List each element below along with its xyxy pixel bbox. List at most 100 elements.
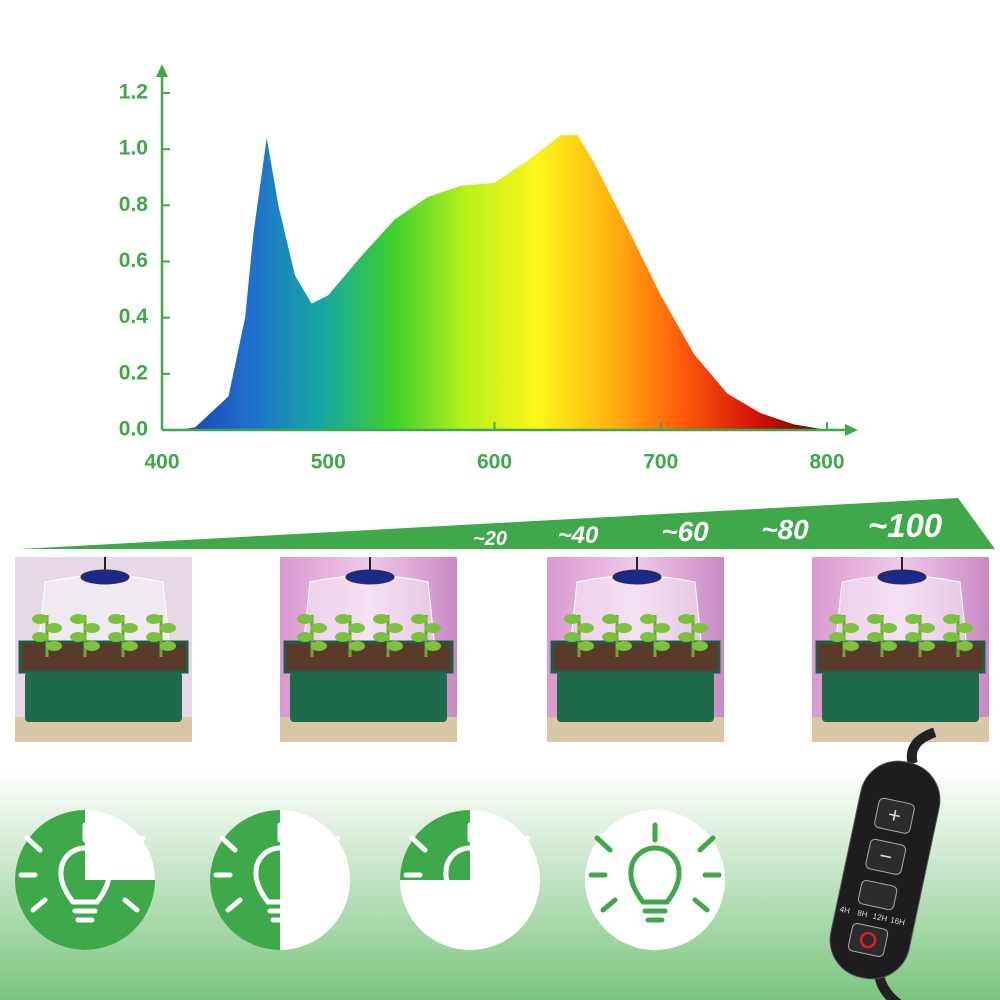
leaf	[905, 614, 921, 624]
y-tick-label: 1.0	[119, 137, 148, 160]
lamp	[345, 569, 395, 585]
leaf	[146, 632, 162, 642]
leaf	[829, 632, 845, 642]
ray	[507, 897, 525, 913]
y-tick-label: 1.2	[119, 81, 148, 104]
ray	[225, 897, 243, 913]
bulb-glyph	[18, 822, 152, 923]
brightness-levels: ~20 ~40 ~60 ~80 ~100	[473, 507, 943, 550]
leaf	[578, 623, 594, 633]
brightness-ramp	[20, 498, 995, 549]
photo	[812, 557, 989, 742]
leaf	[957, 623, 973, 633]
leaf	[867, 614, 883, 624]
leaf	[411, 614, 427, 624]
leaf	[881, 641, 897, 651]
brightness-label: ~100	[868, 507, 943, 544]
leaf	[564, 632, 580, 642]
leaf	[943, 614, 959, 624]
leaf	[829, 614, 845, 624]
power-button	[847, 923, 889, 958]
leaf	[122, 641, 138, 651]
leaf	[881, 623, 897, 633]
leaf	[678, 614, 694, 624]
leaf	[943, 632, 959, 642]
tray	[25, 672, 182, 722]
bulb-icon	[585, 810, 725, 950]
leaf	[616, 623, 632, 633]
photo	[547, 557, 724, 742]
leaf	[654, 641, 670, 651]
leaf	[425, 641, 441, 651]
button-label: −	[877, 843, 895, 870]
ray	[600, 897, 618, 913]
leaf	[160, 641, 176, 651]
leaf	[602, 614, 618, 624]
timer-label: 16H	[889, 915, 905, 927]
leaf	[84, 641, 100, 651]
leaf	[46, 641, 62, 651]
leaf	[602, 632, 618, 642]
button	[874, 797, 915, 834]
plant-photos	[15, 557, 989, 742]
leaf	[843, 641, 859, 651]
bulb-outline	[58, 845, 112, 905]
ray	[322, 835, 341, 853]
x-tick-label: 500	[311, 451, 346, 474]
y-tick-label: 0.8	[119, 193, 149, 216]
leaf	[692, 641, 708, 651]
leaf	[311, 623, 327, 633]
bulb-circle	[585, 810, 725, 950]
leaf	[387, 623, 403, 633]
leaf	[654, 623, 670, 633]
y-axis-arrow	[156, 64, 168, 77]
ray	[317, 897, 335, 913]
x-axis-arrow	[845, 424, 858, 436]
leaf	[32, 614, 48, 624]
leaf	[678, 632, 694, 642]
bulb-icon	[15, 810, 155, 950]
y-tick-label: 0.4	[119, 305, 149, 328]
tray	[822, 672, 979, 722]
leaf	[46, 623, 62, 633]
tray	[290, 672, 447, 722]
leaf	[373, 632, 389, 642]
leaf	[564, 614, 580, 624]
leaf	[957, 641, 973, 651]
leaf	[919, 623, 935, 633]
spectrum-chart: 0.0 0.2 0.4 0.6 0.8 1.0 1.2 400 500 600 700 800	[119, 64, 858, 474]
lamp	[877, 569, 927, 585]
y-tick-label: 0.2	[119, 361, 148, 384]
bulb-glyph	[403, 822, 537, 923]
leaf	[108, 632, 124, 642]
leaf	[70, 632, 86, 642]
brightness-label: ~60	[661, 516, 709, 547]
ray	[219, 835, 238, 853]
leaf	[122, 623, 138, 633]
bulb-glyph	[213, 822, 347, 923]
leaf	[425, 623, 441, 633]
timer-label: 4H	[839, 905, 851, 916]
leaf	[867, 632, 883, 642]
photo	[15, 557, 192, 742]
y-tick-label: 0.6	[119, 249, 148, 272]
ray	[697, 835, 716, 853]
ray	[594, 835, 613, 853]
button-label: +	[886, 802, 904, 829]
lamp	[612, 569, 662, 585]
brightness-label: ~80	[761, 514, 809, 545]
spectrum-area	[178, 135, 827, 430]
tray	[557, 672, 714, 722]
ray	[512, 835, 531, 853]
brightness-label: ~40	[558, 522, 599, 549]
brightness-label: ~20	[473, 528, 507, 550]
leaf	[146, 614, 162, 624]
x-tick-label: 400	[144, 451, 179, 474]
button	[857, 879, 898, 911]
bulb-icon	[400, 810, 540, 950]
leaf	[32, 632, 48, 642]
leaf	[578, 641, 594, 651]
bulb-fill	[400, 810, 470, 880]
leaf	[387, 641, 403, 651]
